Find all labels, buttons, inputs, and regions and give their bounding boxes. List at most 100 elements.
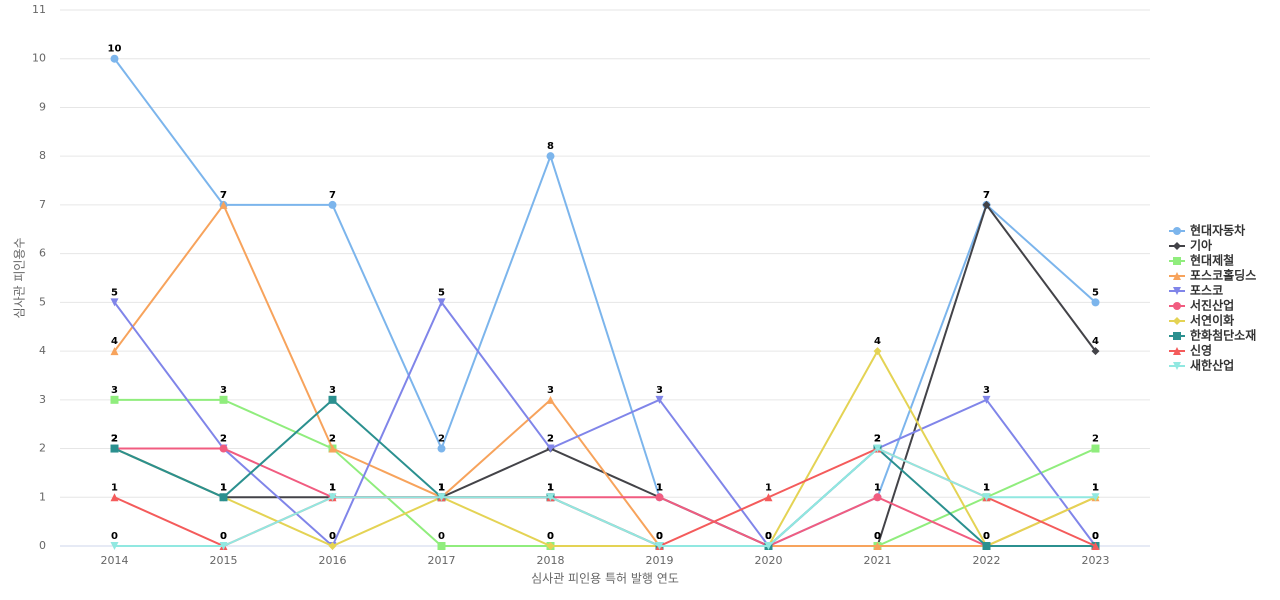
data-label: 1	[656, 482, 663, 493]
data-point	[546, 444, 555, 453]
data-label: 2	[874, 434, 881, 445]
data-point	[982, 395, 991, 404]
data-label: 0	[1092, 531, 1099, 542]
legend-marker	[1173, 362, 1181, 370]
data-point	[437, 542, 446, 550]
data-point	[110, 298, 119, 307]
y-tick-label: 8	[39, 149, 46, 162]
y-tick-label: 0	[39, 539, 46, 552]
data-label: 0	[220, 531, 227, 542]
legend-marker	[1173, 227, 1181, 235]
data-label: 0	[1092, 531, 1099, 542]
data-label: 2	[111, 434, 118, 445]
data-label: 0	[656, 531, 663, 542]
data-label: 1	[438, 482, 445, 493]
data-label: 0	[765, 531, 772, 542]
data-label: 0	[765, 531, 772, 542]
x-tick-label: 2015	[210, 554, 238, 567]
x-tick-label: 2022	[973, 554, 1001, 567]
data-point	[437, 444, 446, 453]
data-label: 7	[983, 190, 990, 201]
data-label: 7	[220, 190, 227, 201]
x-tick-label: 2019	[646, 554, 674, 567]
data-point	[982, 493, 991, 502]
x-tick-label: 2021	[864, 554, 892, 567]
data-label: 2	[438, 434, 445, 445]
data-point	[655, 542, 664, 550]
legend-label: 포스코	[1190, 284, 1223, 298]
data-label: 1	[547, 482, 554, 493]
data-point	[982, 542, 991, 550]
data-label: 2	[220, 434, 227, 445]
data-point	[873, 444, 882, 453]
data-point	[873, 347, 882, 356]
data-point	[328, 395, 337, 404]
data-label: 5	[1092, 287, 1099, 298]
series-line	[113, 202, 1096, 547]
data-label: 0	[438, 531, 445, 542]
legend-label: 기아	[1190, 238, 1212, 253]
data-label: 1	[547, 482, 554, 493]
data-label: 1	[329, 482, 336, 493]
data-point	[328, 493, 337, 502]
data-point	[437, 493, 446, 502]
series-line	[113, 300, 1097, 548]
data-label: 1	[220, 482, 227, 493]
data-label: 0	[765, 531, 772, 542]
x-axis-title: 심사관 피인용 특허 발행 연도	[531, 571, 679, 586]
data-point	[655, 395, 664, 404]
data-label: 0	[983, 531, 990, 542]
data-point	[219, 200, 228, 209]
data-label: 3	[111, 385, 118, 396]
data-label: 0	[656, 531, 663, 542]
data-point	[110, 54, 119, 63]
y-tick-label: 6	[39, 247, 46, 260]
data-label: 4	[111, 336, 118, 347]
data-label: 0	[765, 531, 772, 542]
legend-label: 현대자동차	[1190, 223, 1245, 238]
data-label: 1	[438, 482, 445, 493]
series-line	[114, 447, 1096, 548]
data-label: 7	[983, 190, 990, 201]
series-line	[114, 202, 1097, 547]
data-label: 3	[547, 385, 554, 396]
data-point	[764, 542, 773, 550]
legend-label: 신영	[1190, 343, 1212, 358]
data-point	[219, 444, 228, 453]
data-point	[546, 395, 555, 404]
data-label: 1	[547, 482, 554, 493]
data-point	[110, 395, 119, 404]
data-point	[655, 493, 664, 502]
data-label: 0	[656, 531, 663, 542]
data-point	[110, 542, 119, 550]
x-tick-label: 2016	[319, 554, 347, 567]
data-label: 1	[111, 482, 118, 493]
data-label: 2	[329, 434, 336, 445]
data-point	[1091, 444, 1100, 453]
data-label: 1	[438, 482, 445, 493]
legend-marker	[1173, 317, 1181, 325]
data-label: 2	[874, 434, 881, 445]
y-tick-label: 11	[32, 3, 46, 16]
data-label: 0	[765, 531, 772, 542]
data-label: 1	[765, 482, 772, 493]
data-label: 1	[438, 482, 445, 493]
data-label: 1	[438, 482, 445, 493]
data-point	[1091, 298, 1100, 307]
data-label: 0	[656, 531, 663, 542]
data-label: 2	[547, 434, 554, 445]
data-label: 2	[111, 434, 118, 445]
data-label: 2	[111, 434, 118, 445]
data-label: 2	[874, 434, 881, 445]
data-label: 0	[874, 531, 881, 542]
data-point	[219, 395, 228, 404]
y-tick-label: 10	[32, 52, 46, 65]
data-point	[110, 444, 119, 453]
y-tick-label: 3	[39, 393, 46, 406]
legend-marker	[1173, 302, 1181, 310]
data-label: 7	[220, 190, 227, 201]
legend-marker	[1173, 287, 1181, 295]
data-point	[764, 493, 773, 502]
x-tick-label: 2018	[537, 554, 565, 567]
